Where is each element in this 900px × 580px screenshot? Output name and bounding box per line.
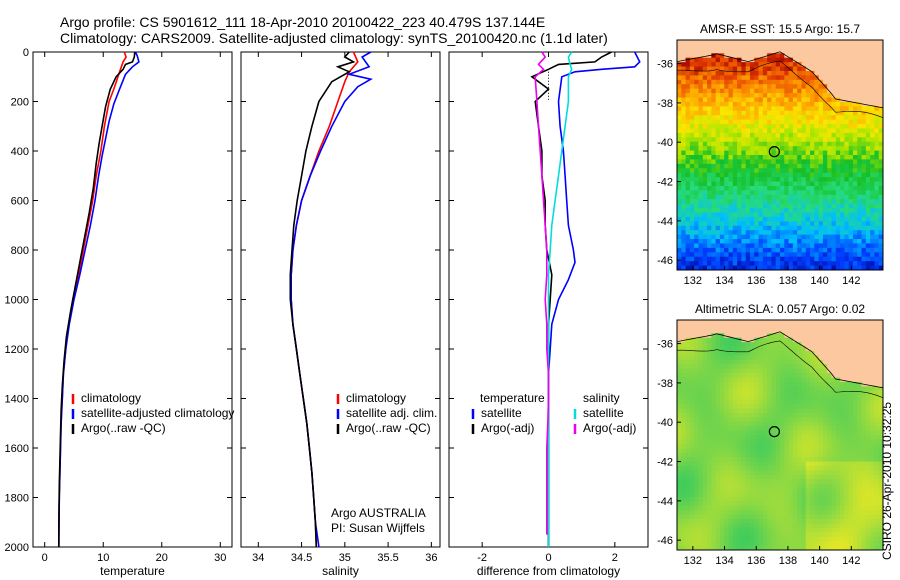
map-title: Altimetric SLA: 0.057 Argo: 0.02 [695,302,865,316]
legend-panel-3: temperaturesatelliteArgo(-adj)salinitysa… [471,391,636,435]
x-axis-label: salinity [322,564,359,578]
x-tick-label: 10 [97,552,109,564]
x-tick-label: 34.5 [291,552,312,564]
x-tick-label: 0 [545,552,551,564]
y-tick-label: 1200 [5,344,29,356]
sst-map-panel: AMSR-E SST: 15.5 Argo: 15.7 132 134 136 138 1… [657,22,884,287]
x-tick-label: -2 [477,552,487,564]
y-tick-label: 1800 [5,493,29,505]
legend-entry: Argo(-adj) [481,421,534,435]
y-tick-label: 600 [11,196,29,208]
x-tick-label: 2 [612,552,618,564]
map-x-tick-label: 142 [842,555,860,567]
shelf-contour [677,60,883,118]
figure-title-line-2: Climatology: CARS2009. Satellite-adjuste… [60,30,608,46]
x-axis-label: difference from climatology [477,564,620,578]
figure-title-line-1: Argo profile: CS 5901612_111 18-Apr-2010… [60,14,546,30]
legend-entry: satellite-adjusted climatology [81,406,234,420]
map-y-tick-label: -42 [657,177,673,189]
map-x-tick-label: 136 [747,275,765,287]
legend-entry: climatology [346,391,406,405]
y-tick-label: 400 [11,146,29,158]
map-x-tick-label: 132 [684,555,702,567]
float-location-marker [768,146,780,158]
y-tick-label: 1400 [5,394,29,406]
map-y-tick-label: -44 [657,216,673,228]
map-frame [676,39,884,271]
float-location-marker [768,426,780,438]
map-frame [676,319,884,551]
map-x-tick-label: 132 [684,275,702,287]
map-y-tick-label: -46 [657,255,673,267]
legend-entry: Argo(..raw -QC) [81,421,166,435]
profile-panel-1: 0 10 20 30 temperature 0 200 400 600 800 1000 1200 1… [5,47,233,578]
x-tick-label: 30 [214,552,226,564]
legend-entry: satellite adj. clim. [346,406,437,420]
map-y-tick-label: -38 [657,98,673,110]
plot-frame [240,51,441,548]
map-grid [677,320,883,550]
y-tick-label: 1000 [5,295,29,307]
x-axis-label: temperature [100,564,165,578]
sla-map-panel: Altimetric SLA: 0.057 Argo: 0.02 132 134 13… [657,302,884,567]
map-x-tick-label: 136 [747,555,765,567]
map-y-tick-label: -46 [657,535,673,547]
map-grid [677,40,883,270]
map-y-tick-label: -42 [657,457,673,469]
annotation-line-2: PI: Susan Wijffels [331,521,425,535]
map-y-tick-label: -36 [657,339,673,351]
map-x-tick-label: 142 [842,275,860,287]
map-y-tick-label: -38 [657,378,673,390]
legend-entry: climatology [81,391,141,405]
profile-panel-2: 34 34.5 35 35.5 36 salinity [240,51,441,578]
x-tick-label: 35.5 [377,552,398,564]
y-tick-label: 0 [23,47,29,59]
series-line-1-3 [57,51,136,547]
legend-group-title: salinity [583,391,620,405]
x-tick-label: 36 [425,552,437,564]
plot-frame [32,51,233,548]
map-x-tick-label: 134 [715,555,733,567]
y-tick-label: 1600 [5,443,29,455]
map-title: AMSR-E SST: 15.5 Argo: 15.7 [700,22,860,36]
map-y-tick-label: -40 [657,137,673,149]
legend-entry: satellite [583,406,624,420]
x-tick-label: 34 [252,552,264,564]
series-line-2-3 [289,51,356,548]
map-x-tick-label: 138 [779,555,797,567]
coastline [677,51,883,109]
annotation-line-1: Argo AUSTRALIA [331,506,426,520]
map-x-tick-label: 140 [810,275,828,287]
map-x-tick-label: 140 [810,555,828,567]
legend-entry: satellite [481,406,522,420]
map-y-tick-label: -44 [657,496,673,508]
map-x-tick-label: 134 [715,275,733,287]
series-line-3-4 [534,51,550,535]
map-y-tick-label: -40 [657,417,673,429]
y-tick-label: 200 [11,97,29,109]
legend-group-title: temperature [480,391,545,405]
map-y-tick-label: -36 [657,59,673,71]
legend-entry: Argo(..raw -QC) [346,421,431,435]
series-line-3-3 [547,51,573,547]
x-tick-label: 20 [156,552,168,564]
x-tick-label: 35 [339,552,351,564]
shelf-contour [677,340,883,398]
y-tick-label: 800 [11,245,29,257]
y-tick-label: 2000 [5,542,29,554]
coastline [677,331,883,389]
legend-entry: Argo(-adj) [583,421,636,435]
map-x-tick-label: 138 [779,275,797,287]
x-tick-label: 0 [42,552,48,564]
